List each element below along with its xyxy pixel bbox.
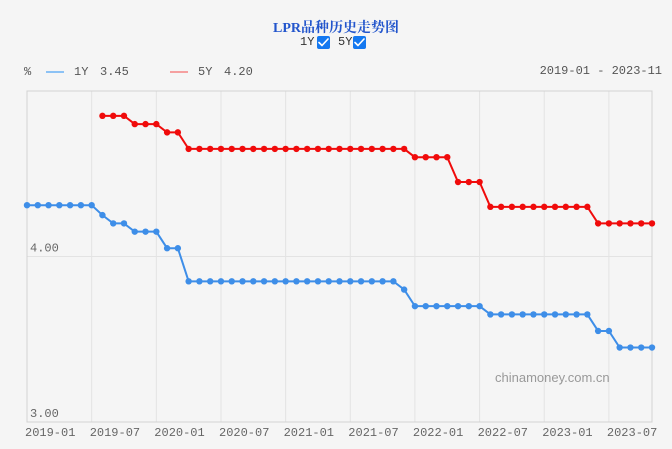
- svg-text:3.00: 3.00: [30, 407, 59, 421]
- svg-text:4.00: 4.00: [30, 242, 59, 256]
